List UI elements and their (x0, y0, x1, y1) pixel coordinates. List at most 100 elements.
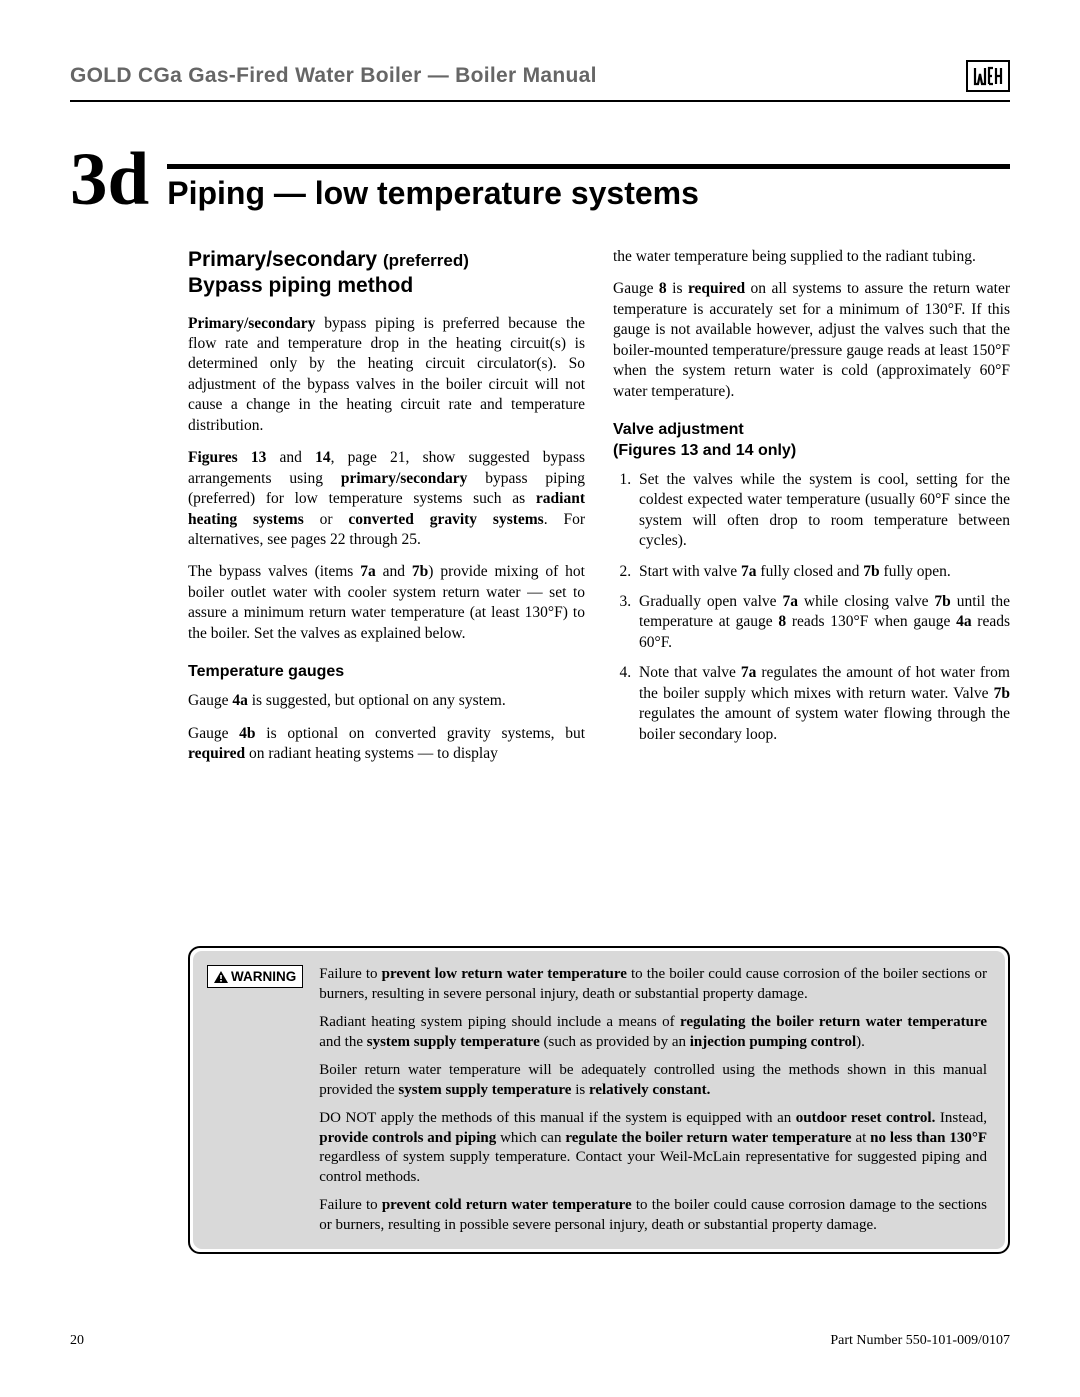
text: on radiant heating systems — to display (245, 745, 498, 762)
text: system supply temperature (398, 1082, 571, 1098)
text: Primary/secondary (188, 315, 315, 332)
paragraph: Gauge 4b is optional on converted gravit… (188, 724, 585, 765)
text: system supply temperature (367, 1034, 540, 1050)
text: 7a (360, 563, 376, 580)
text: 8 (659, 280, 667, 297)
valve-steps-list: Set the valves while the system is cool,… (613, 470, 1010, 745)
text: regulate the boiler return water tempera… (565, 1130, 851, 1146)
warning-box: WARNING Failure to prevent low return wa… (188, 946, 1010, 1254)
text: 4a (232, 692, 248, 709)
text: injection pumping control (690, 1034, 856, 1050)
section-title: Piping — low temperature systems (167, 175, 1010, 212)
text: is (667, 280, 688, 297)
text: bypass piping is preferred because the f… (188, 315, 585, 434)
list-item: Start with valve 7a fully closed and 7b … (635, 562, 1010, 582)
text: (such as provided by an (540, 1034, 690, 1050)
list-item: Gradually open valve 7a while closing va… (635, 592, 1010, 653)
text: fully open. (880, 563, 951, 580)
text: 14 (315, 449, 331, 466)
text: 4a (956, 613, 972, 630)
text: or (304, 511, 349, 528)
text: Primary/secondary (188, 248, 383, 271)
warning-tag: WARNING (207, 965, 303, 988)
text: 7b (994, 685, 1010, 702)
text: 7b (863, 563, 879, 580)
warning-label: WARNING (231, 969, 296, 984)
text: Gauge (188, 725, 239, 742)
text: outdoor reset control. (796, 1110, 936, 1126)
subhead-primary: Primary/secondary (preferred) Bypass pip… (188, 247, 585, 300)
text: ). (856, 1034, 865, 1050)
section-rule (167, 164, 1010, 169)
text: primary/secondary (341, 470, 468, 487)
text: on all systems to assure the return wate… (613, 280, 1010, 399)
paragraph: Radiant heating system piping should inc… (319, 1013, 987, 1052)
paragraph: Gauge 8 is required on all systems to as… (613, 279, 1010, 402)
list-item: Set the valves while the system is cool,… (635, 470, 1010, 552)
paragraph: The bypass valves (items 7a and 7b) prov… (188, 562, 585, 644)
paragraph: Failure to prevent cold return water tem… (319, 1196, 987, 1235)
text: regulating the boiler return water tempe… (680, 1014, 987, 1030)
text: 4b (239, 725, 255, 742)
paragraph: Boiler return water temperature will be … (319, 1061, 987, 1100)
text: required (188, 745, 245, 762)
text: Radiant heating system piping should inc… (319, 1014, 680, 1030)
text: which can (496, 1130, 565, 1146)
text: 7a (741, 563, 757, 580)
brand-logo (966, 60, 1010, 92)
text: (preferred) (383, 251, 469, 270)
text: Bypass piping method (188, 274, 413, 297)
text: no less than 130°F (870, 1130, 987, 1146)
header-title: GOLD CGa Gas-Fired Water Boiler — Boiler… (70, 64, 597, 88)
text: 7b (412, 563, 428, 580)
text: Gradually open valve (639, 593, 782, 610)
text: Valve adjustment (613, 421, 744, 438)
text: and the (319, 1034, 366, 1050)
left-column: Primary/secondary (preferred) Bypass pip… (188, 247, 585, 776)
text: required (688, 280, 745, 297)
text: prevent low return water temperature (382, 966, 627, 982)
page-header: GOLD CGa Gas-Fired Water Boiler — Boiler… (70, 60, 1010, 102)
warning-body: Failure to prevent low return water temp… (319, 965, 987, 1235)
paragraph: DO NOT apply the methods of this manual … (319, 1109, 987, 1187)
text: Failure to (319, 966, 381, 982)
text: Note that valve (639, 664, 741, 681)
text: 8 (778, 613, 786, 630)
text: 7a (741, 664, 757, 681)
text: DO NOT apply the methods of this manual … (319, 1110, 796, 1126)
text: and (376, 563, 412, 580)
text: reads 130°F when gauge (786, 613, 956, 630)
paragraph: Gauge 4a is suggested, but optional on a… (188, 691, 585, 711)
paragraph: Failure to prevent low return water temp… (319, 965, 987, 1004)
part-number: Part Number 550-101-009/0107 (830, 1333, 1010, 1349)
text: while closing valve (798, 593, 934, 610)
text: provide controls and piping (319, 1130, 496, 1146)
list-item: Note that valve 7a regulates the amount … (635, 663, 1010, 745)
text: Failure to (319, 1197, 382, 1213)
text: is optional on converted gravity systems… (256, 725, 585, 742)
text: The bypass valves (items (188, 563, 360, 580)
subhead-temp-gauges: Temperature gauges (188, 662, 585, 683)
text: Instead, (935, 1110, 987, 1126)
paragraph: Primary/secondary bypass piping is prefe… (188, 314, 585, 437)
section-number: 3d (70, 142, 149, 217)
text: Figures 13 (188, 449, 266, 466)
text: (Figures 13 and 14 only) (613, 442, 796, 459)
text: at (852, 1130, 871, 1146)
paragraph: Figures 13 and 14, page 21, show suggest… (188, 448, 585, 550)
subhead-valve-adjust: Valve adjustment (Figures 13 and 14 only… (613, 420, 1010, 462)
paragraph: the water temperature being supplied to … (613, 247, 1010, 267)
text: is (571, 1082, 589, 1098)
text: converted gravity systems (348, 511, 543, 528)
right-column: the water temperature being supplied to … (613, 247, 1010, 776)
text: fully closed and (757, 563, 864, 580)
text: Gauge (613, 280, 659, 297)
section-header: 3d Piping — low temperature systems (70, 142, 1010, 217)
text: 7b (934, 593, 950, 610)
section-title-wrap: Piping — low temperature systems (167, 164, 1010, 212)
text: 7a (782, 593, 798, 610)
page-footer: 20 Part Number 550-101-009/0107 (70, 1333, 1010, 1349)
text: and (266, 449, 315, 466)
content-columns: Primary/secondary (preferred) Bypass pip… (188, 247, 1010, 776)
text: regardless of system supply temperature.… (319, 1149, 987, 1185)
